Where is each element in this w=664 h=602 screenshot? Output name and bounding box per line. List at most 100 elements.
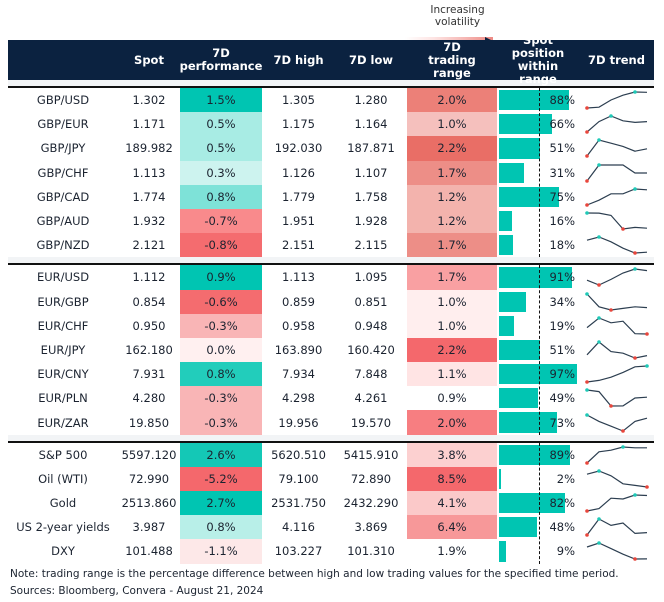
spot-value: 1.932 (132, 214, 166, 229)
header-range: 7D trading range (428, 39, 476, 80)
trading-range-value: 6.4% (407, 515, 497, 540)
trend-cell (579, 386, 654, 410)
spot-value: 4.280 (132, 391, 166, 406)
high-value: 79.100 (278, 471, 319, 486)
trend-min-marker (584, 106, 589, 110)
table-row: EUR/CHF 0.950 -0.3% 0.958 0.948 1.0% 19% (8, 313, 654, 338)
group-divider (8, 440, 654, 443)
spot-value: 1.112 (132, 270, 166, 285)
header-high: 7D high (273, 52, 324, 67)
trend-cell (579, 467, 654, 491)
high-value: 163.890 (274, 342, 323, 357)
spot-position-bar (499, 235, 514, 256)
performance-value: -0.7% (180, 208, 262, 234)
spot-position-cell: 16% (497, 209, 579, 233)
trend-max-marker (596, 340, 601, 344)
trend-sparkline (586, 267, 647, 288)
midpoint-dotted-line (539, 88, 540, 258)
trend-min-marker (620, 227, 625, 231)
legend-label: Increasing volatility (430, 4, 485, 28)
low-value: 1.164 (354, 117, 388, 132)
trend-max-marker (596, 315, 601, 320)
trend-cell (579, 491, 654, 515)
footnote: Note: trading range is the percentage di… (10, 566, 619, 600)
spot-position-label: 2% (556, 471, 575, 486)
header-name (8, 40, 118, 80)
high-value: 1.305 (282, 93, 315, 108)
trading-range-value: 2.0% (407, 410, 497, 435)
low-value: 0.948 (354, 318, 388, 333)
trading-range-value: 1.2% (407, 184, 497, 209)
table-row: DXY 101.488 -1.1% 103.227 101.310 1.9% 9… (8, 539, 654, 564)
spot-position-label: 16% (549, 214, 575, 229)
instrument-name: US 2-year yields (16, 520, 110, 535)
performance-value: -0.3% (180, 386, 262, 411)
table-row: GBP/NZD 2.121 -0.8% 2.151 2.115 1.7% 18% (8, 233, 654, 258)
spot-position-label: 49% (549, 391, 575, 406)
spot-position-bar (499, 186, 559, 207)
low-value: 1.280 (354, 93, 388, 108)
instrument-name: GBP/USD (36, 93, 90, 108)
spot-position-label: 48% (549, 520, 575, 535)
trend-min-marker (608, 307, 613, 312)
trend-line (586, 268, 647, 287)
trend-max-marker (584, 211, 589, 215)
spot-position-label: 88% (549, 93, 575, 108)
instrument-name: EUR/GBP (37, 294, 89, 309)
spot-value: 1.171 (132, 117, 166, 132)
spot-position-cell: 51% (497, 338, 579, 362)
low-value: 1.758 (354, 189, 388, 204)
high-value: 19.956 (278, 415, 319, 430)
high-value: 0.859 (282, 294, 315, 309)
trend-min-marker (632, 356, 637, 360)
instrument-name: Gold (49, 496, 77, 511)
trend-max-marker (584, 291, 589, 296)
trend-cell (579, 410, 654, 434)
spot-position-label: 51% (549, 141, 575, 156)
low-value: 5415.910 (343, 447, 399, 462)
spot-value: 2513.860 (121, 496, 177, 511)
trend-max-marker (620, 444, 625, 449)
trend-cell (579, 338, 654, 362)
spot-value: 0.854 (132, 294, 166, 309)
trend-line (586, 446, 647, 464)
low-value: 1.928 (354, 214, 388, 229)
header-trend: 7D trend (588, 52, 645, 67)
instrument-name: S&P 500 (38, 447, 88, 462)
table-row: US 2-year yields 3.987 0.8% 4.116 3.869 … (8, 515, 654, 540)
trend-min-marker (584, 460, 589, 465)
high-value: 0.958 (282, 318, 315, 333)
spot-position-bar (499, 468, 501, 489)
spot-position-bar (499, 364, 577, 385)
low-value: 72.890 (350, 471, 392, 486)
spot-position-cell: 75% (497, 185, 579, 209)
instrument-name: GBP/JPY (40, 141, 86, 156)
trend-cell (579, 362, 654, 386)
spot-position-bar (499, 444, 571, 465)
high-value: 2.151 (282, 238, 315, 253)
performance-value: -0.6% (180, 289, 262, 314)
spot-position-bar (499, 388, 539, 409)
spot-value: 162.180 (125, 342, 173, 357)
table-row: GBP/AUD 1.932 -0.7% 1.951 1.928 1.2% 16% (8, 208, 654, 234)
spot-position-label: 9% (556, 544, 575, 559)
performance-value: 0.8% (180, 362, 262, 387)
spot-position-bar (499, 315, 515, 336)
trend-sparkline (586, 340, 647, 360)
trend-line (586, 115, 647, 133)
trend-line (586, 365, 647, 383)
trend-max-marker (596, 541, 601, 546)
spot-position-cell: 31% (497, 161, 579, 185)
trend-line (586, 139, 647, 157)
trend-min-marker (596, 283, 601, 288)
trend-min-marker (644, 485, 649, 489)
low-value: 1.095 (354, 270, 388, 285)
trend-min-marker (620, 428, 625, 433)
trend-min-marker (584, 154, 589, 159)
spot-position-cell: 34% (497, 290, 579, 314)
instrument-name: GBP/CHF (37, 165, 89, 180)
trend-cell (579, 290, 654, 314)
table-row: EUR/CNY 7.931 0.8% 7.934 7.848 1.1% 97% (8, 362, 654, 387)
low-value: 4.261 (354, 391, 388, 406)
trend-cell (579, 515, 654, 539)
